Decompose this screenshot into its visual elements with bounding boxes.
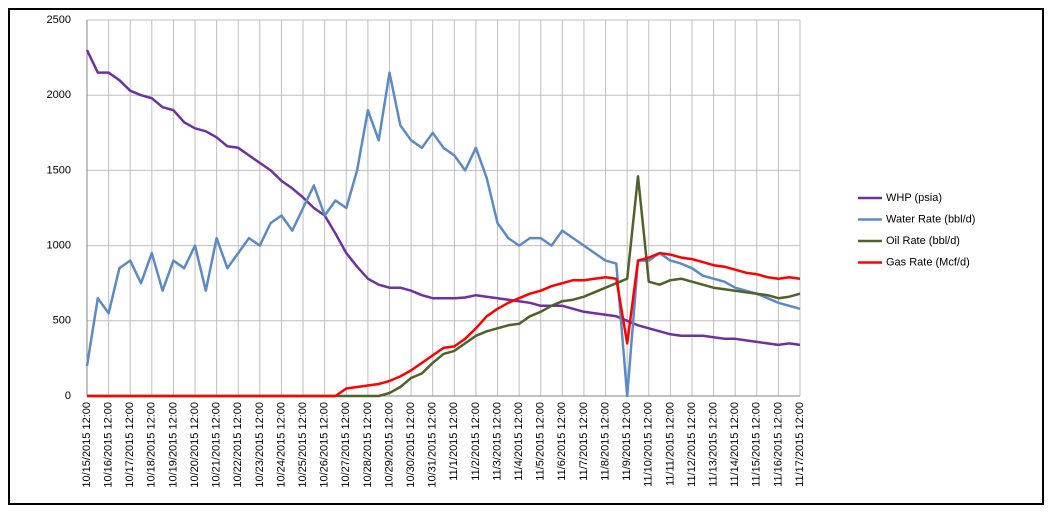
x-tick-label: 10/17/2015 12:00: [124, 402, 136, 488]
y-tick-label: 2000: [47, 89, 71, 101]
x-tick-label: 11/3/2015 12:00: [491, 402, 503, 481]
x-tick-label: 10/21/2015 12:00: [211, 402, 223, 488]
x-tick-label: 10/20/2015 12:00: [189, 402, 201, 488]
x-tick-label: 11/1/2015 12:00: [448, 402, 460, 481]
x-tick-label: 11/6/2015 12:00: [556, 402, 568, 481]
x-tick-label: 10/15/2015 12:00: [81, 402, 93, 488]
x-tick-label: 11/5/2015 12:00: [535, 402, 547, 481]
legend-label: Oil Rate (bbl/d): [886, 235, 960, 247]
x-tick-label: 10/24/2015 12:00: [275, 402, 287, 488]
x-tick-label: 11/17/2015 12:00: [794, 402, 806, 487]
x-tick-label: 10/29/2015 12:00: [383, 402, 395, 488]
x-tick-label: 11/7/2015 12:00: [578, 402, 590, 481]
x-tick-label: 11/4/2015 12:00: [513, 402, 525, 481]
x-tick-label: 10/18/2015 12:00: [146, 402, 158, 488]
x-tick-label: 11/12/2015 12:00: [686, 402, 698, 487]
legend-label: WHP (psia): [886, 192, 942, 204]
x-tick-label: 11/16/2015 12:00: [772, 402, 784, 487]
x-tick-label: 11/11/2015 12:00: [664, 402, 676, 486]
x-tick-label: 11/15/2015 12:00: [751, 402, 763, 487]
legend-label: Water Rate (bbl/d): [886, 213, 975, 225]
x-tick-label: 10/31/2015 12:00: [427, 402, 439, 488]
x-tick-label: 11/10/2015 12:00: [643, 402, 655, 487]
x-tick-label: 10/22/2015 12:00: [232, 402, 244, 488]
y-tick-label: 2500: [47, 14, 71, 26]
x-tick-label: 10/28/2015 12:00: [362, 402, 374, 488]
x-tick-label: 11/9/2015 12:00: [621, 402, 633, 481]
y-tick-label: 1500: [47, 164, 71, 176]
x-tick-label: 10/26/2015 12:00: [319, 402, 331, 488]
x-tick-label: 11/14/2015 12:00: [729, 402, 741, 487]
x-tick-label: 10/19/2015 12:00: [167, 402, 179, 488]
y-tick-label: 0: [65, 390, 71, 402]
chart-frame: [8, 8, 1044, 505]
series-line: [85, 49, 801, 347]
y-tick-label: 1000: [47, 240, 71, 252]
series-line: [87, 251, 801, 398]
series-line: [85, 71, 801, 398]
x-tick-label: 10/25/2015 12:00: [297, 402, 309, 488]
x-tick-label: 11/2/2015 12:00: [470, 402, 482, 481]
legend-label: Gas Rate (Mcf/d): [886, 256, 970, 268]
x-tick-label: 10/27/2015 12:00: [340, 402, 352, 488]
x-tick-label: 11/13/2015 12:00: [707, 402, 719, 487]
y-tick-label: 500: [53, 315, 71, 327]
x-tick-label: 11/8/2015 12:00: [599, 402, 611, 481]
x-tick-label: 10/23/2015 12:00: [254, 402, 266, 488]
x-tick-label: 10/16/2015 12:00: [103, 402, 115, 488]
x-tick-label: 10/30/2015 12:00: [405, 402, 417, 488]
